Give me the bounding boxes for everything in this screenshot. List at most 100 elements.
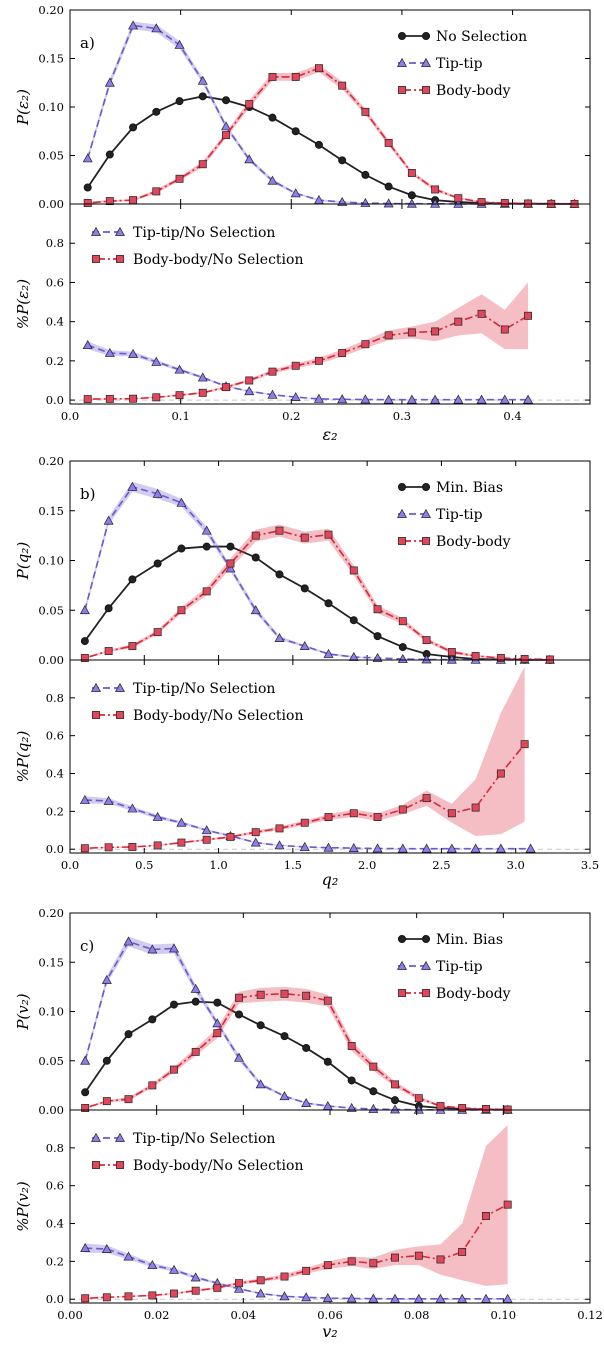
data-point [103, 795, 114, 805]
data-point [128, 575, 137, 584]
data-point [275, 570, 284, 579]
data-point [151, 356, 162, 366]
data-point [503, 1200, 512, 1209]
data-point [80, 1055, 91, 1065]
data-point [398, 643, 407, 652]
data-point [373, 813, 382, 821]
data-point [174, 39, 185, 49]
y-tick-label: 0.05 [38, 603, 64, 617]
data-point [251, 553, 260, 562]
y-tick-label: 0.20 [38, 454, 64, 468]
data-point [198, 160, 207, 169]
data-point [457, 1293, 468, 1303]
legend-label: Tip-tip [436, 507, 483, 523]
data-point [170, 1065, 178, 1074]
data-point [79, 794, 90, 804]
data-point [398, 617, 407, 626]
data-point [267, 389, 278, 399]
data-point [397, 935, 406, 944]
data-point [422, 989, 430, 997]
y-axis-label: %P(ε₂) [14, 279, 32, 329]
data-point [256, 1021, 265, 1030]
legend: Min. Bias Tip-tip Body-body [397, 480, 511, 550]
data-point [338, 349, 347, 357]
data-point [128, 20, 139, 30]
data-point [421, 508, 431, 518]
data-point [482, 1105, 490, 1113]
data-point [92, 1161, 100, 1169]
y-tick-label: 0.10 [38, 100, 64, 114]
data-point [447, 809, 456, 818]
data-point [177, 838, 186, 847]
data-point [92, 255, 100, 263]
data-point [275, 526, 284, 535]
series-body-body [83, 64, 579, 208]
legend-label: Body-body [436, 534, 511, 550]
data-point [322, 1292, 333, 1302]
data-point [202, 587, 211, 596]
data-point [80, 654, 89, 662]
data-point [397, 32, 406, 41]
series-line [87, 344, 529, 401]
data-point [397, 508, 407, 518]
data-point [421, 57, 431, 67]
data-point [481, 1293, 491, 1303]
data-point [123, 1251, 134, 1261]
data-point [291, 361, 300, 370]
y-tick-label: 0.6 [46, 275, 64, 289]
data-point [190, 1272, 201, 1282]
data-point [255, 1288, 266, 1298]
data-point [454, 317, 463, 326]
legend: Min. Bias Tip-tip Body-body [397, 932, 511, 1002]
data-point [152, 187, 161, 196]
legend-label: Tip-tip [436, 959, 483, 975]
data-point [197, 372, 208, 382]
data-point [147, 944, 158, 954]
y-tick-label: 0.10 [38, 554, 64, 568]
data-point [80, 1243, 91, 1252]
data-point [123, 936, 134, 946]
data-point [373, 632, 382, 641]
data-point [280, 1272, 289, 1281]
data-point [279, 1091, 290, 1101]
data-point [234, 1052, 244, 1062]
data-point [384, 138, 393, 147]
data-point [349, 566, 358, 575]
data-point [454, 194, 463, 203]
y-tick-label: 0.00 [38, 653, 64, 667]
data-point [213, 998, 222, 1007]
data-point [338, 156, 347, 165]
bottom-subplot: 0.0 0.2 0.4 0.6 0.8 0.00 0.02 0.04 0.06 0.08 0.10 0… [14, 1109, 603, 1322]
data-point [347, 1257, 356, 1266]
y-tick-label: 0.2 [46, 354, 64, 368]
data-point [244, 386, 255, 396]
data-point [169, 1000, 178, 1009]
data-point [453, 198, 464, 208]
data-point [361, 107, 370, 116]
data-point [447, 648, 456, 656]
data-point [391, 1080, 399, 1089]
data-point [129, 196, 138, 205]
data-point [170, 1289, 178, 1298]
data-point [496, 769, 505, 778]
data-point [346, 1293, 357, 1303]
y-tick-label: 0.15 [38, 504, 64, 518]
y-axis-label: %P(q₂) [14, 731, 32, 783]
data-point [256, 1276, 265, 1285]
data-point [280, 1032, 289, 1041]
data-point [458, 1104, 467, 1112]
error-band [87, 21, 575, 204]
data-point [435, 1293, 446, 1303]
data-point [147, 1260, 158, 1270]
series-body-body-no-selection [81, 1125, 512, 1303]
data-point [274, 840, 285, 850]
data-point [221, 121, 231, 131]
data-point [116, 1161, 124, 1169]
data-point [234, 1010, 243, 1019]
chart-panel-1: 0.00 0.05 0.10 0.15 0.20 No Selection Tip-tip B… [14, 3, 591, 444]
data-point [152, 811, 163, 821]
data-point [225, 563, 236, 573]
data-point [523, 394, 534, 404]
data-point [83, 395, 92, 404]
y-tick-label: 0.0 [46, 393, 64, 407]
